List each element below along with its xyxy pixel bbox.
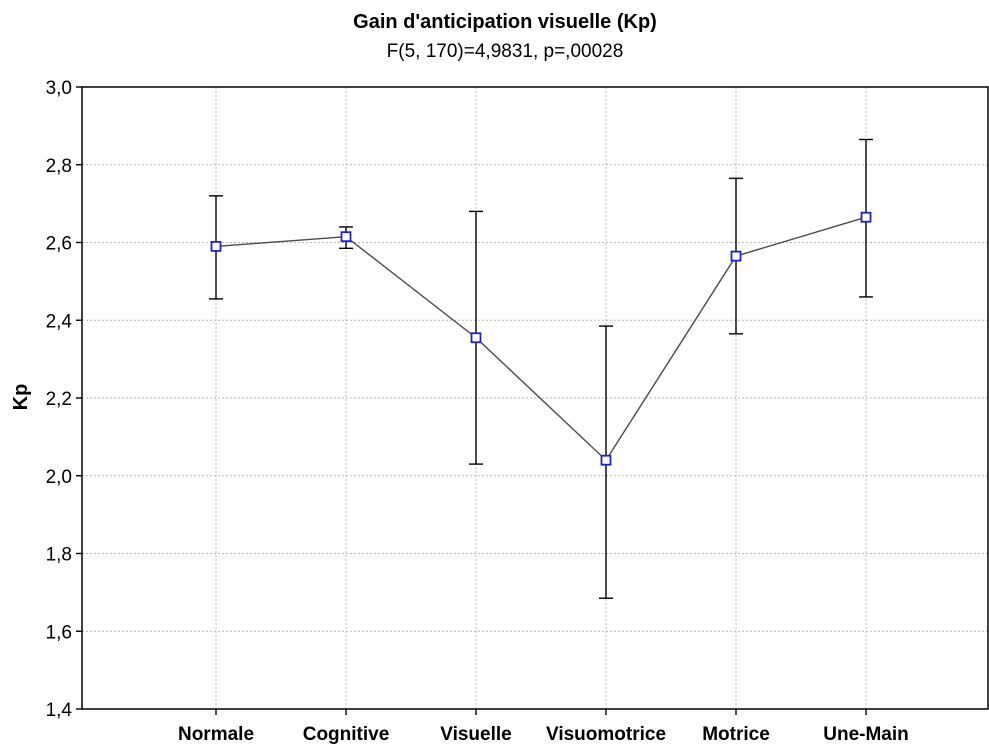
x-category-label: Cognitive bbox=[303, 724, 390, 745]
series-plot bbox=[209, 138, 873, 599]
data-point-marker bbox=[210, 240, 222, 252]
x-category-label: Normale bbox=[178, 724, 254, 745]
data-point-marker bbox=[730, 250, 742, 262]
chart-title: Gain d'anticipation visuelle (Kp) bbox=[353, 11, 657, 33]
y-tick-label: 1,8 bbox=[46, 545, 72, 566]
plot-frame bbox=[81, 86, 989, 710]
y-tick-label: 2,4 bbox=[46, 311, 73, 332]
y-tick-label: 1,4 bbox=[46, 700, 73, 721]
x-category-label: Motrice bbox=[702, 724, 770, 745]
y-tick-label: 2,6 bbox=[46, 234, 72, 255]
chart-subtitle: F(5, 170)=4,9831, p=,00028 bbox=[387, 41, 624, 62]
data-point-marker bbox=[340, 231, 352, 243]
series-line bbox=[215, 216, 867, 462]
grid bbox=[82, 87, 988, 709]
x-category-label: Visuomotrice bbox=[546, 724, 666, 745]
data-point-marker bbox=[600, 454, 612, 466]
axis-ticks: 1,4 1,6 1,8 2,0 2,2 2,4 2,6 2,8 3,0 Normale Cognit… bbox=[46, 78, 909, 745]
y-tick-label: 2,2 bbox=[46, 389, 72, 410]
x-category-label: Visuelle bbox=[440, 724, 511, 745]
x-category-label: Une-Main bbox=[823, 724, 909, 745]
y-tick-label: 2,8 bbox=[46, 156, 72, 177]
y-tick-label: 1,6 bbox=[46, 622, 72, 643]
y-tick-label: 3,0 bbox=[46, 78, 72, 99]
y-tick-label: 2,0 bbox=[46, 467, 72, 488]
data-point-marker bbox=[470, 332, 482, 344]
data-point-marker bbox=[860, 211, 872, 223]
y-axis-label: Kp bbox=[10, 384, 32, 411]
